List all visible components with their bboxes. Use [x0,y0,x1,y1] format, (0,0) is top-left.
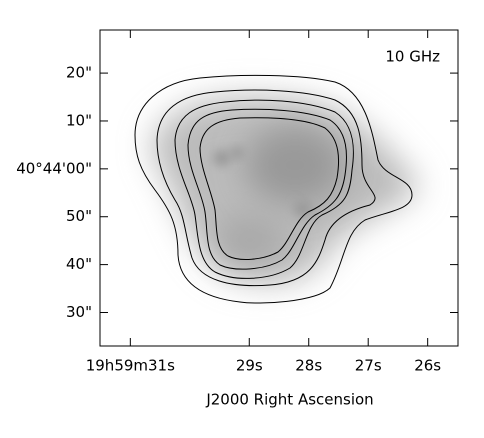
y-tick-label: 50" [66,207,92,225]
contour [174,99,354,279]
contours [134,74,413,304]
x-axis-label: J2000 Right Ascension [205,391,373,409]
plot-frame [99,29,459,347]
radio-image [150,96,420,284]
x-tick-label: 27s [355,357,382,375]
y-tick-label: 40°44'00" [16,159,92,177]
x-tick-label: 26s [414,357,441,375]
y-tick-label: 10" [66,111,92,129]
contour [134,74,413,304]
annotation: 10 GHz [385,48,440,66]
y-tick-label: 40" [66,255,92,273]
contour [187,108,347,270]
contour [156,89,376,287]
x-tick-label: 28s [295,357,322,375]
y-tick-label: 30" [66,303,92,321]
contour [199,117,339,260]
x-tick-label: 19h59m31s [86,357,175,375]
y-tick-label: 20" [66,64,92,82]
x-tick-label: 29s [236,357,263,375]
